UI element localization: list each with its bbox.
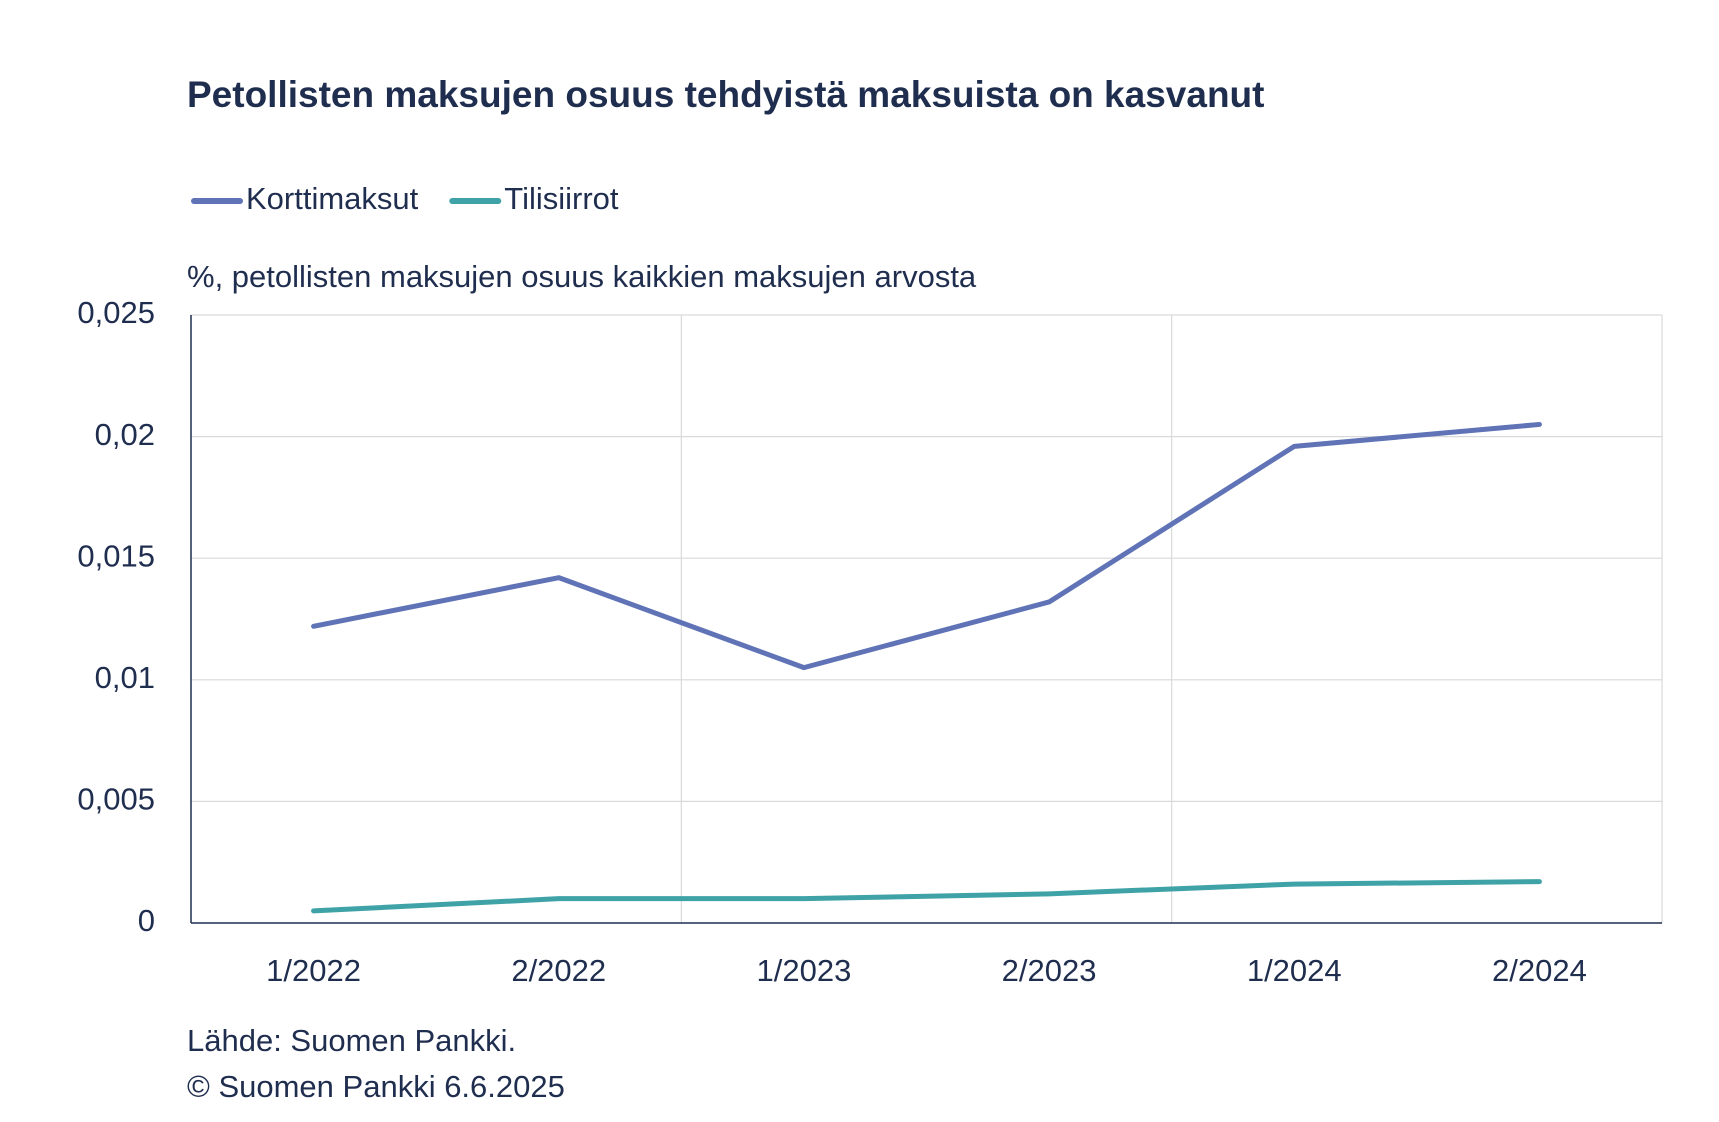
y-axis-label: %, petollisten maksujen osuus kaikkien m… <box>187 259 977 294</box>
line-series <box>311 421 1542 671</box>
x-tick-label: 2/2024 <box>1492 953 1587 988</box>
x-tick-label: 2/2022 <box>511 953 606 988</box>
y-tick-label: 0,005 <box>77 782 155 817</box>
y-tick-label: 0 <box>138 903 155 938</box>
chart-title: Petollisten maksujen osuus tehdyistä mak… <box>187 74 1264 115</box>
x-tick-label: 1/2023 <box>757 953 852 988</box>
legend-label: Tilisiirrot <box>504 181 619 216</box>
y-tick-label: 0,015 <box>77 538 155 573</box>
x-tick-label: 1/2022 <box>266 953 361 988</box>
y-tick-label: 0,02 <box>95 417 155 452</box>
x-tick-label: 2/2023 <box>1002 953 1097 988</box>
legend-label: Korttimaksut <box>246 181 419 216</box>
y-tick-label: 0,01 <box>95 660 155 695</box>
line-series <box>311 879 1542 914</box>
copyright: © Suomen Pankki 6.6.2025 <box>187 1069 565 1104</box>
x-tick-label: 1/2024 <box>1247 953 1342 988</box>
source: Lähde: Suomen Pankki. <box>187 1023 516 1058</box>
y-tick-label: 0,025 <box>77 295 155 330</box>
